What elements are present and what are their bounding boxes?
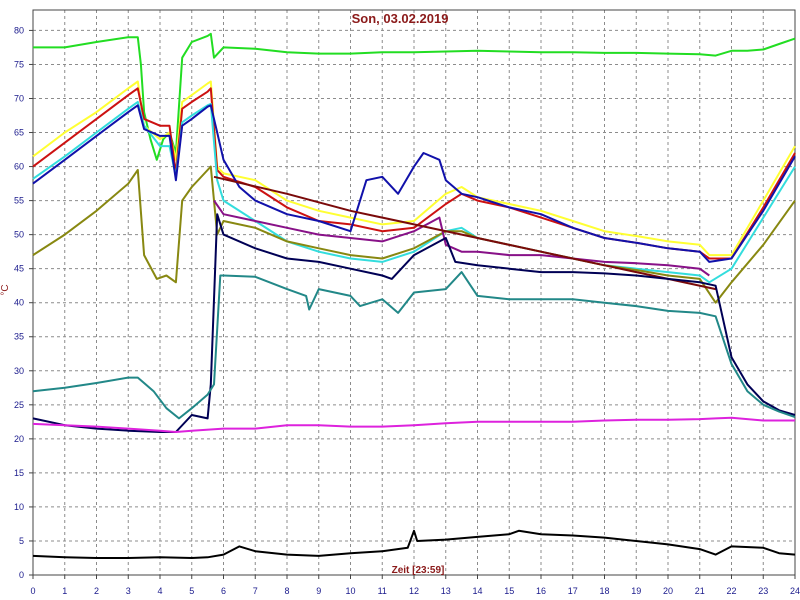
axes [29, 9, 796, 579]
y-tick-label: 50 [14, 230, 24, 240]
series-group [32, 32, 796, 559]
x-tick-label: 0 [30, 586, 35, 596]
y-axis-label: °C [0, 284, 11, 295]
y-tick-label: 25 [14, 400, 24, 410]
series-line-4 [32, 100, 796, 284]
x-tick-label: 12 [409, 586, 419, 596]
x-tick-label: 23 [758, 586, 768, 596]
series-line-5 [32, 104, 796, 263]
x-tick-label: 3 [126, 586, 131, 596]
series-line-9 [32, 213, 796, 433]
x-tick-label: 4 [157, 586, 162, 596]
x-tick-label: 20 [663, 586, 673, 596]
x-tick-label: 18 [599, 586, 609, 596]
x-tick-label: 22 [726, 586, 736, 596]
series-line-6 [32, 165, 796, 304]
y-tick-label: 65 [14, 128, 24, 138]
x-tick-label: 2 [94, 586, 99, 596]
series-line-12 [32, 529, 796, 559]
x-tick-label: 16 [536, 586, 546, 596]
y-tick-label: 70 [14, 93, 24, 103]
x-tick-label: 13 [441, 586, 451, 596]
y-tick-label: 10 [14, 502, 24, 512]
x-tick-label: 1 [62, 586, 67, 596]
y-tick-label: 5 [19, 536, 24, 546]
y-tick-label: 60 [14, 162, 24, 172]
y-tick-label: 55 [14, 196, 24, 206]
series-line-8 [213, 175, 716, 291]
series-line-2 [32, 80, 796, 257]
y-tick-label: 35 [14, 332, 24, 342]
x-tick-label: 6 [221, 586, 226, 596]
y-tick-label: 20 [14, 434, 24, 444]
series-line-7 [213, 200, 710, 277]
x-tick-label: 11 [378, 586, 387, 596]
y-tick-label: 80 [14, 25, 24, 35]
x-tick-label: 5 [189, 586, 194, 596]
y-tick-label: 30 [14, 366, 24, 376]
y-tick-label: 0 [19, 570, 24, 580]
x-tick-label: 10 [345, 586, 355, 596]
y-tick-label: 75 [14, 59, 24, 69]
series-line-1 [33, 32, 796, 161]
grid [33, 10, 795, 575]
series-line-10 [32, 271, 796, 420]
y-tick-label: 40 [14, 298, 24, 308]
x-tick-label: 15 [504, 586, 514, 596]
time-footer: Zeit [23:59] [392, 565, 445, 576]
x-tick-label: 24 [790, 586, 800, 596]
x-tick-label: 19 [631, 586, 641, 596]
tick-labels: 0 1 2 3 4 5 6 7 8 9 10 11 12 13 14 15 16 17 18 19 20 21 22 23 24… [14, 25, 800, 596]
x-tick-label: 8 [284, 586, 289, 596]
chart-title: Son, 03.02.2019 [352, 11, 449, 26]
y-tick-label: 15 [14, 468, 24, 478]
x-tick-label: 14 [472, 586, 482, 596]
x-tick-label: 7 [253, 586, 258, 596]
x-tick-label: 17 [568, 586, 578, 596]
series-line-11 [32, 416, 795, 433]
y-tick-label: 45 [14, 264, 24, 274]
x-tick-label: 9 [316, 586, 321, 596]
x-tick-label: 21 [695, 586, 705, 596]
